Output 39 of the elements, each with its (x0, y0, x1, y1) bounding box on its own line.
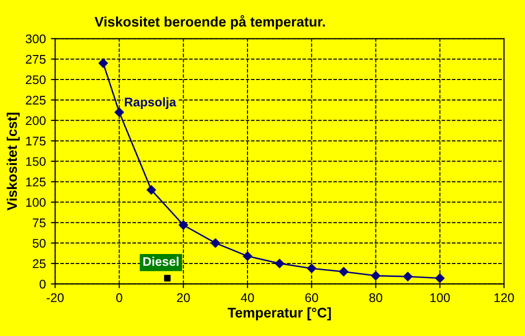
point (371, 271, 380, 280)
y-axis-title: Viskositet [cst] (6, 112, 20, 210)
y-tick-label: 200 (26, 116, 46, 126)
y-tick-label: 225 (26, 96, 46, 105)
x-tick-label: 80 (369, 293, 382, 302)
point (274, 258, 284, 268)
y-tick-label: 75 (32, 218, 46, 228)
series-label: Rapsolja (124, 97, 176, 109)
point (98, 58, 108, 68)
point (178, 220, 188, 230)
y-tick-label: 25 (32, 259, 46, 268)
point (210, 238, 220, 248)
y-tick-label: 175 (26, 136, 46, 146)
y-tick-label: 150 (26, 157, 46, 166)
x-tick-label: 0 (116, 293, 122, 302)
x-tick-label: 120 (494, 293, 514, 302)
series-label: Diesel (143, 256, 178, 266)
point (403, 272, 412, 282)
x-tick-label: -20 (46, 293, 64, 302)
x-axis-title: Temperatur [°C] (228, 307, 331, 320)
y-tick-label: 0 (40, 280, 46, 289)
x-tick-label: 100 (430, 293, 450, 302)
point (242, 252, 252, 261)
point (114, 108, 124, 117)
x-tick-label: 20 (177, 293, 190, 302)
y-tick-label: 275 (26, 54, 46, 64)
point (307, 264, 316, 274)
point (339, 267, 348, 276)
y-tick-label: 250 (26, 75, 46, 84)
chart-title: Viskositet beroende på temperatur. (94, 15, 325, 30)
x-tick-label: 60 (305, 293, 318, 302)
y-tick-label: 50 (32, 238, 46, 248)
y-tick-label: 100 (26, 198, 46, 207)
y-tick-label: 300 (26, 34, 46, 44)
point (146, 185, 156, 195)
y-tick-label: 125 (26, 178, 46, 186)
x-tick-label: 40 (240, 293, 254, 302)
point (164, 274, 171, 282)
point (435, 274, 444, 283)
